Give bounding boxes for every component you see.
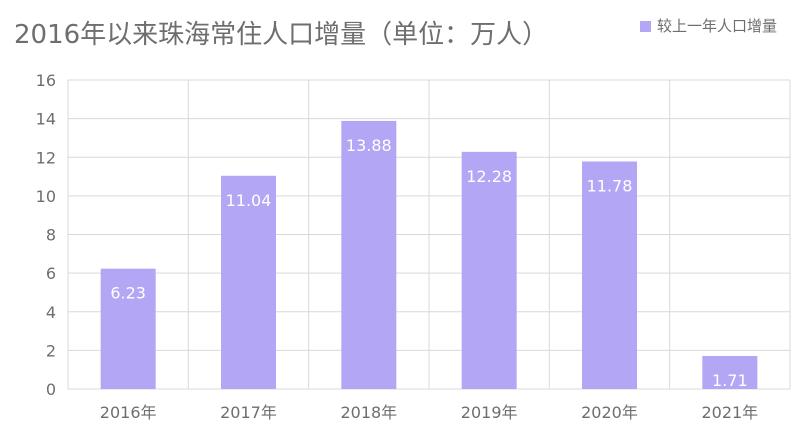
data-label-4: 11.78 <box>587 176 633 195</box>
x-tick-label-5: 2021年 <box>701 403 758 422</box>
bar-0 <box>100 268 156 389</box>
bar-1 <box>221 175 276 389</box>
x-tick-label-1: 2017年 <box>220 403 277 422</box>
y-axis-ticks: 0 2 4 6 8 10 12 14 16 <box>36 71 56 399</box>
y-tick-label-10: 10 <box>36 187 56 206</box>
bars <box>100 120 758 389</box>
chart-title: 2016年以来珠海常住人口增量（单位：万人） <box>14 20 549 50</box>
x-tick-label-3: 2019年 <box>461 403 518 422</box>
data-label-0: 6.23 <box>110 284 146 303</box>
grid-lines <box>67 79 791 390</box>
legend: 较上一年人口增量 <box>640 16 790 36</box>
data-labels: 6.23 11.04 13.88 12.28 11.78 1.71 <box>110 136 747 390</box>
bar-2 <box>341 120 397 389</box>
data-label-3: 12.28 <box>466 167 512 186</box>
y-tick-label-2: 2 <box>46 341 56 360</box>
legend-label: 较上一年人口增量 <box>657 17 778 35</box>
data-label-5: 1.71 <box>712 371 748 390</box>
x-tick-label-2: 2018年 <box>340 403 397 422</box>
bar-4 <box>582 161 637 389</box>
x-tick-label-4: 2020年 <box>581 403 638 422</box>
y-tick-label-8: 8 <box>46 226 56 245</box>
bar-5 <box>702 355 758 389</box>
y-tick-label-6: 6 <box>46 264 56 283</box>
x-axis-ticks: 2016年 2017年 2018年 2019年 2020年 2021年 <box>100 403 758 422</box>
x-tick-label-0: 2016年 <box>100 403 157 422</box>
y-tick-label-16: 16 <box>36 71 56 90</box>
y-tick-label-4: 4 <box>46 303 56 322</box>
y-tick-label-14: 14 <box>36 110 56 129</box>
data-label-2: 13.88 <box>346 136 392 155</box>
legend-swatch <box>640 21 651 32</box>
data-label-1: 11.04 <box>226 191 272 210</box>
y-tick-label-12: 12 <box>36 148 56 167</box>
y-tick-label-0: 0 <box>46 380 56 399</box>
bar-3 <box>461 151 517 389</box>
